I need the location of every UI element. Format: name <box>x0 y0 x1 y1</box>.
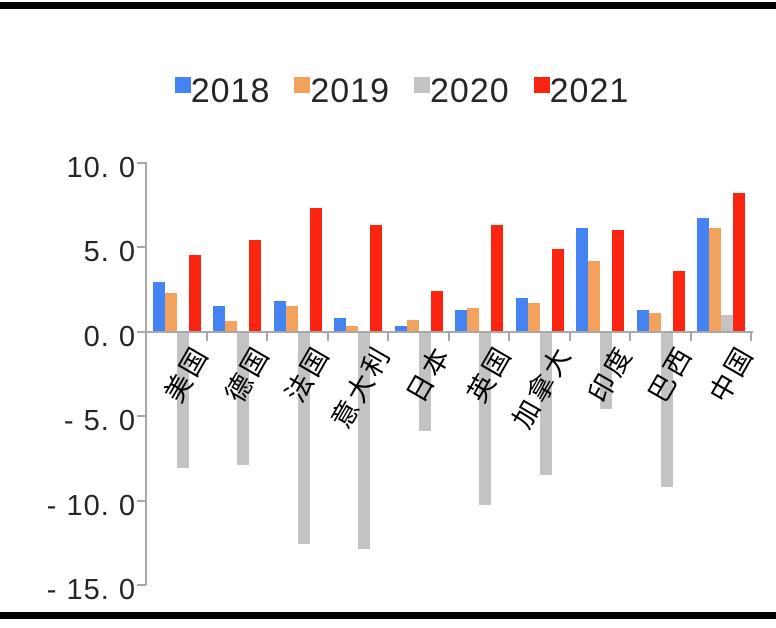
x-axis-tick <box>326 333 329 341</box>
bar-2021-德国 <box>249 240 262 332</box>
top-border-bar <box>0 2 776 9</box>
x-axis-tick <box>266 333 268 341</box>
legend-swatch-2021 <box>533 77 550 93</box>
y-axis-tick <box>137 499 146 502</box>
legend-item-2020: 2020 <box>414 74 510 108</box>
bar-2019-中国 <box>709 228 722 332</box>
bar-2018-法国 <box>273 301 286 332</box>
y-axis-tick <box>137 246 146 248</box>
legend-item-2019: 2019 <box>294 74 390 108</box>
bar-2019-意大利 <box>346 326 359 332</box>
bar-2019-德国 <box>225 321 238 332</box>
y-axis-tick-label: - 5. 0 <box>63 405 136 437</box>
x-axis-tick <box>629 333 631 341</box>
bar-2021-中国 <box>733 192 746 332</box>
bar-2021-日本 <box>430 290 443 332</box>
bar-2020-德国 <box>237 333 250 465</box>
x-axis-line <box>145 331 753 333</box>
y-axis-tick <box>137 584 146 586</box>
bar-2021-意大利 <box>370 225 383 332</box>
legend-label-2020: 2020 <box>430 72 510 110</box>
x-axis-tick <box>205 333 208 341</box>
y-axis-tick-label: 5. 0 <box>83 236 136 268</box>
bar-2020-中国 <box>721 314 734 332</box>
legend-swatch-2020 <box>414 77 430 93</box>
y-axis-tick-label: 10. 0 <box>66 151 136 184</box>
y-axis-tick <box>137 415 146 417</box>
bar-2021-美国 <box>188 255 201 332</box>
y-axis-tick-label: 0. 0 <box>83 320 136 353</box>
bar-2021-法国 <box>309 208 322 332</box>
legend-swatch-2018 <box>174 77 191 93</box>
bar-2018-中国 <box>697 218 709 332</box>
bar-2021-巴西 <box>672 270 685 332</box>
bar-2018-英国 <box>455 309 467 332</box>
bar-2020-印度 <box>600 333 613 410</box>
y-axis-tick <box>137 330 146 333</box>
bar-2020-意大利 <box>358 333 371 550</box>
bar-2020-加拿大 <box>539 333 552 475</box>
legend-item-2021: 2021 <box>533 72 630 110</box>
bar-2020-巴西 <box>660 333 673 487</box>
bar-2018-意大利 <box>334 317 346 332</box>
x-axis-tick <box>387 333 389 341</box>
y-axis-tick-label: - 15. 0 <box>46 574 136 606</box>
y-axis-line <box>145 162 147 585</box>
bar-2019-英国 <box>467 307 480 332</box>
legend: 2018 2019 2020 2021 <box>14 74 776 108</box>
bar-2020-英国 <box>479 333 492 506</box>
bar-2018-加拿大 <box>515 297 528 332</box>
x-axis-tick <box>568 333 571 341</box>
y-axis-tick-label: - 10. 0 <box>46 489 136 522</box>
bar-2021-加拿大 <box>551 248 564 332</box>
legend-swatch-2019 <box>294 77 311 93</box>
x-axis-tick <box>689 333 692 341</box>
bar-2020-日本 <box>418 333 431 432</box>
bar-2021-英国 <box>491 225 504 332</box>
legend-label-2019: 2019 <box>310 72 390 110</box>
bar-2018-印度 <box>576 228 588 332</box>
legend-label-2021: 2021 <box>549 72 630 110</box>
bar-2018-美国 <box>152 282 165 332</box>
bar-2020-法国 <box>297 333 310 545</box>
bar-2019-法国 <box>285 306 298 332</box>
bar-2019-巴西 <box>648 312 661 332</box>
legend-item-2018: 2018 <box>174 72 271 110</box>
legend-label-2018: 2018 <box>190 72 271 110</box>
bar-2019-加拿大 <box>527 302 540 332</box>
bottom-border-bar <box>0 612 776 619</box>
y-axis-tick <box>137 161 146 164</box>
bar-2019-日本 <box>406 319 419 332</box>
x-axis-tick <box>508 333 510 341</box>
bar-2019-印度 <box>588 260 601 332</box>
bar-2018-日本 <box>394 326 407 332</box>
bar-2018-巴西 <box>636 309 649 332</box>
bar-2021-印度 <box>612 230 625 332</box>
bar-2019-美国 <box>164 292 177 332</box>
x-axis-tick <box>447 333 450 341</box>
bar-2018-德国 <box>213 306 225 332</box>
x-axis-tick <box>750 333 752 341</box>
x-axis-tick <box>145 333 147 341</box>
bar-2020-美国 <box>176 333 189 469</box>
